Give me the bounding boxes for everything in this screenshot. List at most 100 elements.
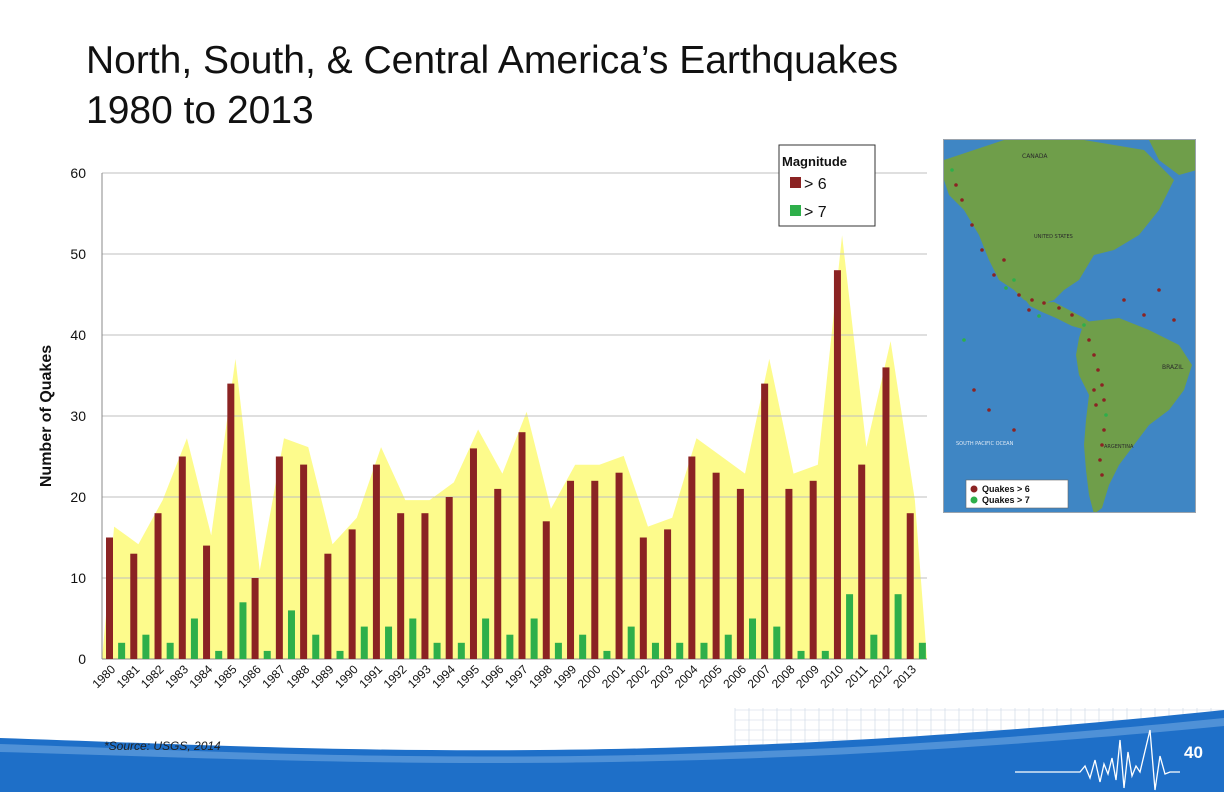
map-label-ocean: SOUTH PACIFIC OCEAN: [956, 441, 1014, 447]
bar-gt6: [712, 472, 720, 659]
bar-gt7: [724, 634, 732, 659]
x-tick-label: 1996: [478, 662, 507, 691]
x-tick-label: 1989: [308, 662, 337, 691]
footer-light-band: [0, 718, 1224, 764]
x-tick-label: 1982: [138, 662, 167, 691]
map-quake-dot: [1096, 368, 1100, 372]
bar-gt6: [227, 383, 235, 659]
bar-gt7: [385, 626, 393, 659]
bar-gt7: [797, 650, 805, 659]
map-label-united-states: UNITED STATES: [1034, 234, 1073, 240]
map-quake-dot: [1002, 258, 1006, 262]
legend-swatch-gt7: [790, 205, 801, 216]
x-tick-label: 1997: [502, 662, 531, 691]
x-tick-label: 1981: [114, 662, 143, 691]
y-tick-label: 60: [70, 165, 86, 181]
map-quake-dot: [972, 388, 976, 392]
y-tick-label: 30: [70, 408, 86, 424]
map-quake-dot: [1142, 313, 1146, 317]
bar-gt7: [215, 650, 223, 659]
bar-gt6: [421, 513, 429, 659]
x-tick-label: 2008: [769, 662, 798, 691]
source-note: *Source: USGS, 2014: [104, 739, 221, 753]
map-quake-dot: [1104, 413, 1108, 417]
earthquake-map: CANADA UNITED STATES BRAZIL ARGENTINA SO…: [943, 139, 1196, 513]
legend-label-gt6: > 6: [804, 176, 827, 193]
map-quake-dot: [1030, 298, 1034, 302]
bar-gt7: [627, 626, 635, 659]
bar-gt7: [263, 650, 271, 659]
bar-gt6: [154, 513, 162, 659]
bar-gt6: [251, 578, 259, 659]
series-envelope-area: [102, 235, 927, 659]
map-quake-dot: [1012, 278, 1016, 282]
map-quake-dot: [970, 223, 974, 227]
x-tick-label: 1984: [187, 662, 216, 691]
y-tick-label: 50: [70, 246, 86, 262]
bar-gt7: [482, 618, 490, 659]
bar-gt7: [894, 594, 902, 659]
x-tick-label: 2004: [672, 662, 701, 691]
map-quake-dot: [1100, 443, 1104, 447]
x-tick-label: 1987: [259, 662, 288, 691]
bar-gt6: [275, 456, 283, 659]
x-tick-label: 1985: [211, 662, 240, 691]
map-label-canada: CANADA: [1022, 153, 1048, 160]
bar-gt7: [749, 618, 757, 659]
bar-gt6: [130, 553, 138, 659]
bar-gt7: [239, 602, 247, 659]
bar-gt7: [918, 642, 926, 659]
map-quake-dot: [962, 338, 966, 342]
bar-gt6: [906, 513, 914, 659]
map-quake-dot: [1100, 383, 1104, 387]
bar-gt7: [579, 634, 587, 659]
map-quake-dot: [1094, 403, 1098, 407]
x-tick-label: 1990: [332, 662, 361, 691]
bar-gt7: [287, 610, 295, 659]
map-quake-dot: [1172, 318, 1176, 322]
x-tick-label: 2002: [623, 662, 652, 691]
bar-gt6: [300, 464, 308, 659]
legend-title: Magnitude: [782, 154, 847, 169]
bar-gt7: [530, 618, 538, 659]
bar-gt6: [178, 456, 186, 659]
x-tick-label: 1994: [429, 662, 458, 691]
map-quake-dot: [1057, 306, 1061, 310]
bar-gt6: [761, 383, 769, 659]
bar-gt7: [118, 642, 126, 659]
bar-gt6: [542, 521, 550, 659]
map-quake-dot: [950, 168, 954, 172]
bar-gt6: [348, 529, 356, 659]
bar-gt7: [773, 626, 781, 659]
slide-title-line-1: North, South, & Central America’s Earthq…: [86, 39, 899, 82]
bar-gt7: [870, 634, 878, 659]
bar-gt6: [615, 472, 623, 659]
bar-gt6: [203, 545, 211, 659]
map-quake-dot: [1122, 298, 1126, 302]
bar-gt6: [494, 488, 502, 659]
bar-gt7: [554, 642, 562, 659]
y-axis-label: Number of Quakes: [38, 345, 55, 487]
bar-gt6: [858, 464, 866, 659]
x-tick-label: 1988: [284, 662, 313, 691]
bar-gt7: [142, 634, 150, 659]
bar-gt7: [433, 642, 441, 659]
bar-gt7: [846, 594, 854, 659]
map-quake-dot: [1004, 286, 1008, 290]
slide-title: North, South, & Central America’s Earthq…: [86, 36, 1086, 136]
x-tick-label: 2012: [866, 662, 895, 691]
bar-gt7: [506, 634, 514, 659]
map-quake-dot: [954, 183, 958, 187]
y-tick-label: 10: [70, 570, 86, 586]
map-land-north-america: [944, 140, 1174, 305]
bar-gt6: [106, 537, 113, 659]
bar-gt6: [445, 497, 453, 659]
map-land-central-america: [1024, 298, 1094, 330]
x-tick-label: 2009: [793, 662, 822, 691]
footer-decoration: [0, 708, 1224, 792]
map-legend-dot-gt7: [970, 496, 978, 504]
x-tick-label: 1983: [162, 662, 191, 691]
bar-gt7: [409, 618, 417, 659]
bar-gt7: [651, 642, 659, 659]
x-tick-label: 1993: [405, 662, 434, 691]
